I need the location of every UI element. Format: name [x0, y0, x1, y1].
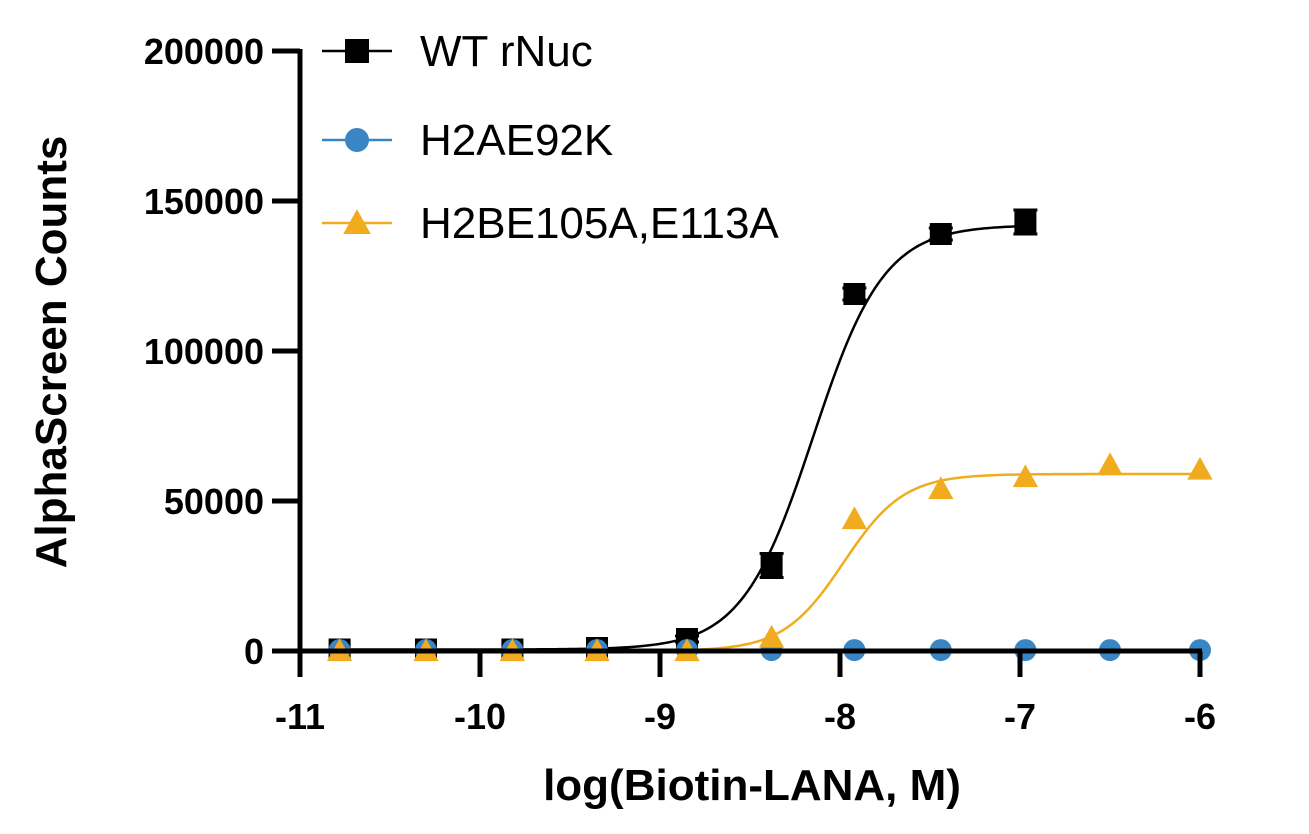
y-tick-label: 150000 — [144, 181, 264, 222]
data-point-2 — [928, 476, 954, 500]
legend-label-2: H2BE105A,E113A — [420, 199, 779, 248]
legend-label-1: H2AE92K — [420, 116, 613, 165]
data-points — [326, 208, 1213, 662]
data-point-2 — [841, 506, 868, 530]
y-tick-label: 100000 — [144, 331, 264, 372]
legend-marker-1 — [345, 128, 369, 152]
data-point-0 — [929, 223, 952, 245]
y-tick-label: 0 — [244, 631, 264, 672]
x-tick-label: -10 — [454, 696, 506, 737]
y-tick-label: 200000 — [144, 31, 264, 72]
data-point-2 — [1012, 464, 1039, 488]
x-axis-title: log(Biotin-LANA, M) — [543, 761, 961, 810]
x-tick-label: -6 — [1184, 696, 1216, 737]
y-tick-label: 50000 — [164, 481, 264, 522]
axes: 0 50000 100000 150000 200000 -11 -10 -9 -8 -7 -6 — [144, 31, 1216, 737]
legend-marker-2 — [343, 209, 371, 235]
fit-curve-0 — [339, 224, 1026, 651]
x-tick-label: -11 — [275, 696, 325, 737]
x-tick-label: -9 — [644, 696, 676, 737]
data-point-0 — [1014, 211, 1037, 233]
x-tick-label: -8 — [824, 696, 856, 737]
data-point-0 — [843, 283, 866, 305]
legend-marker-0 — [345, 39, 369, 63]
data-point-2 — [1097, 452, 1123, 476]
x-tick-label: -7 — [1004, 696, 1036, 737]
y-axis-title: AlphaScreen Counts — [27, 136, 76, 569]
data-point-2 — [1187, 456, 1213, 480]
data-point-2 — [758, 624, 785, 648]
data-point-0 — [760, 554, 783, 577]
legend-label-0: WT rNuc — [420, 27, 593, 76]
legend: WT rNuc H2AE92K H2BE105A,E113A — [322, 27, 779, 248]
fit-curves — [339, 224, 1200, 653]
